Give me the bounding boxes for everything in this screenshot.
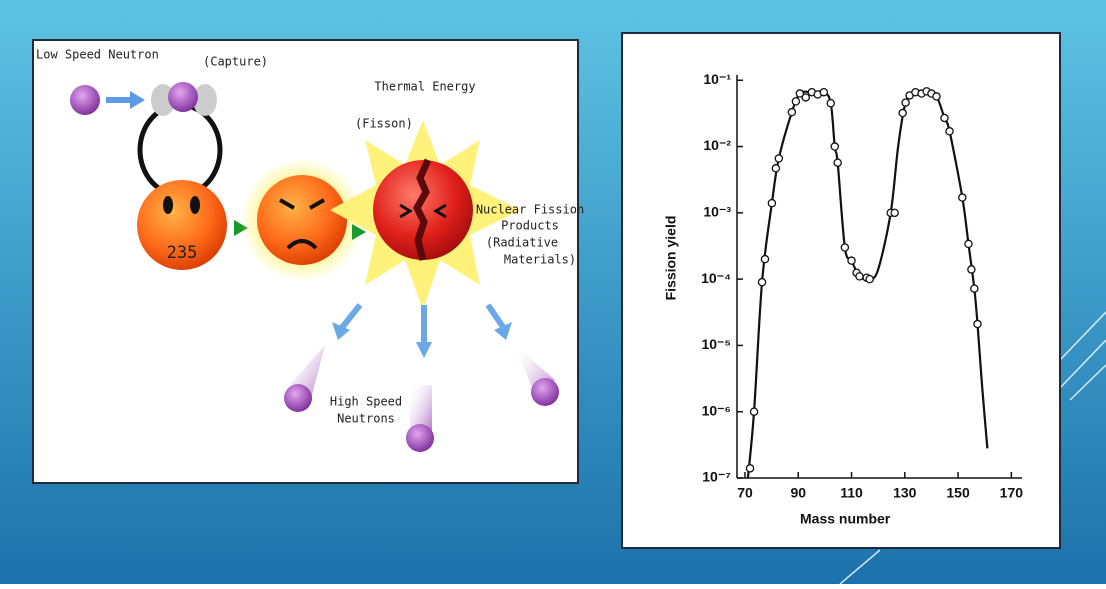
y-tick-label: 10⁻³: [703, 204, 731, 220]
x-axis-title: Mass number: [800, 511, 891, 527]
x-tick-label: 170: [1000, 485, 1024, 501]
data-point: [899, 109, 906, 116]
label: Neutrons: [337, 412, 395, 426]
x-tick-label: 90: [790, 485, 806, 501]
data-point: [746, 465, 753, 472]
data-point: [788, 109, 795, 116]
data-point: [866, 276, 873, 283]
data-point: [831, 143, 838, 150]
x-tick-label: 110: [840, 485, 863, 501]
data-point: [768, 200, 775, 207]
data-point: [802, 94, 809, 101]
x-tick-label: 70: [737, 485, 753, 501]
label: Thermal Energy: [374, 80, 475, 94]
data-point: [750, 408, 757, 415]
label: (Capture): [203, 55, 268, 69]
data-point: [834, 159, 841, 166]
data-point: [775, 155, 782, 162]
nucleus-label: 235: [167, 243, 198, 263]
y-tick-label: 10⁻⁷: [702, 469, 731, 485]
x-tick-label: 130: [893, 485, 917, 501]
y-axis-title: Fission yield: [663, 216, 679, 301]
data-point: [827, 100, 834, 107]
y-tick-label: 10⁻²: [703, 137, 731, 153]
data-point: [772, 165, 779, 172]
data-point: [820, 89, 827, 96]
label: Nuclear Fission: [476, 203, 584, 217]
y-tick-label: 10⁻⁶: [702, 402, 731, 418]
data-point: [856, 273, 863, 280]
label: Low Speed Neutron: [36, 48, 159, 62]
data-point: [902, 99, 909, 106]
label: Materials): [504, 253, 576, 267]
data-point: [933, 93, 940, 100]
page: Low Speed Neutron (Capture) Thermal Ener…: [0, 0, 1106, 584]
data-point: [891, 209, 898, 216]
label: (Fisson): [355, 117, 413, 131]
y-tick-label: 10⁻¹: [703, 71, 731, 87]
label: (Radiative: [486, 236, 558, 250]
data-point: [965, 240, 972, 247]
data-point: [968, 266, 975, 273]
data-point: [959, 194, 966, 201]
data-point: [758, 279, 765, 286]
chart-panel: [622, 33, 1060, 548]
data-point: [941, 114, 948, 121]
y-tick-label: 10⁻⁴: [701, 270, 731, 286]
data-point: [841, 244, 848, 251]
x-tick-label: 150: [946, 485, 970, 501]
data-point: [761, 256, 768, 263]
data-point: [971, 285, 978, 292]
slide: Low Speed Neutron (Capture) Thermal Ener…: [0, 0, 1106, 584]
y-tick-label: 10⁻⁵: [701, 336, 731, 352]
data-point: [946, 128, 953, 135]
data-point: [974, 320, 981, 327]
data-point: [848, 257, 855, 264]
label: High Speed: [330, 395, 402, 409]
label: Products: [501, 219, 559, 233]
data-point: [792, 98, 799, 105]
